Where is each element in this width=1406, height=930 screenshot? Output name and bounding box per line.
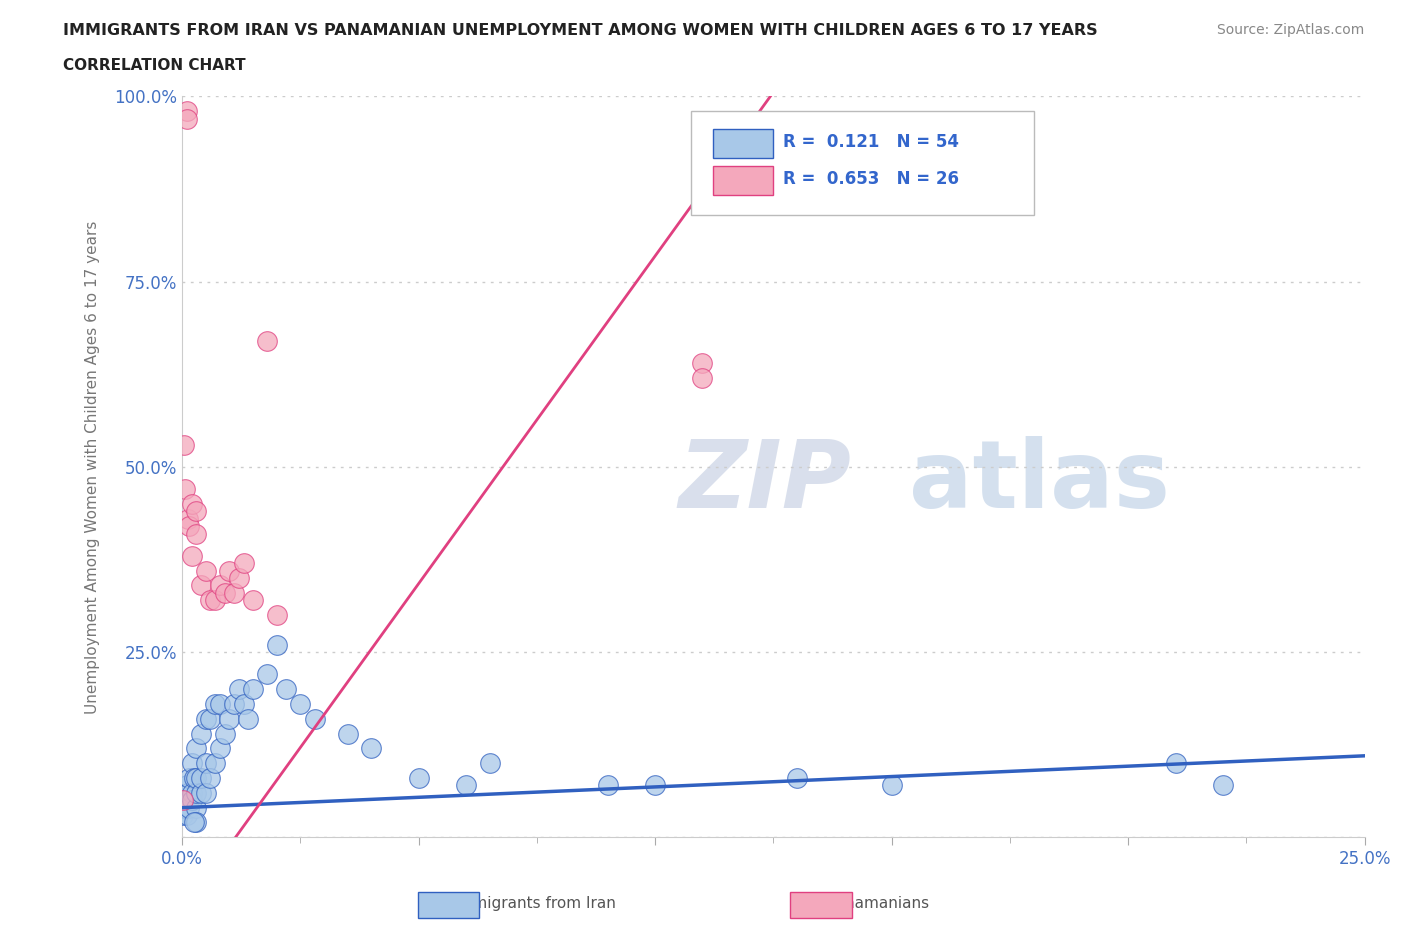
Point <box>173 437 195 452</box>
Point <box>228 570 250 585</box>
Point <box>176 112 198 126</box>
Point <box>179 800 201 815</box>
Point <box>360 741 382 756</box>
Point <box>478 756 501 771</box>
Point <box>222 697 245 711</box>
Point <box>408 771 430 786</box>
Text: Source: ZipAtlas.com: Source: ZipAtlas.com <box>1216 23 1364 37</box>
Point <box>183 815 205 830</box>
Point <box>179 771 201 786</box>
Point <box>186 526 208 541</box>
Text: IMMIGRANTS FROM IRAN VS PANAMANIAN UNEMPLOYMENT AMONG WOMEN WITH CHILDREN AGES 6: IMMIGRANTS FROM IRAN VS PANAMANIAN UNEMP… <box>63 23 1098 38</box>
Point <box>186 786 208 801</box>
Point <box>222 585 245 600</box>
Point <box>214 726 236 741</box>
Point <box>179 519 201 534</box>
Point <box>228 682 250 697</box>
Point <box>692 370 714 385</box>
Point <box>200 592 222 607</box>
Point <box>644 778 666 793</box>
Point <box>176 807 198 822</box>
FancyBboxPatch shape <box>713 166 773 195</box>
Point <box>181 792 204 807</box>
Point <box>173 792 195 807</box>
Point <box>200 711 222 726</box>
Point <box>204 756 226 771</box>
Point <box>208 741 231 756</box>
Point <box>692 355 714 370</box>
Point <box>218 564 240 578</box>
Text: R =  0.653   N = 26: R = 0.653 N = 26 <box>783 170 959 189</box>
Point <box>176 792 198 807</box>
Point <box>186 800 208 815</box>
Point <box>174 800 197 815</box>
Point <box>172 807 194 822</box>
Point <box>304 711 326 726</box>
Point <box>208 697 231 711</box>
Text: ZIP: ZIP <box>679 435 852 527</box>
Point <box>183 771 205 786</box>
Point <box>172 792 194 807</box>
Point <box>180 786 202 801</box>
Point <box>214 585 236 600</box>
Point <box>596 778 619 793</box>
Y-axis label: Unemployment Among Women with Children Ages 6 to 17 years: Unemployment Among Women with Children A… <box>86 220 100 713</box>
Point <box>204 697 226 711</box>
Point <box>266 607 288 622</box>
Point <box>180 756 202 771</box>
Point <box>454 778 477 793</box>
Text: R =  0.121   N = 54: R = 0.121 N = 54 <box>783 133 959 152</box>
Point <box>242 682 264 697</box>
Point <box>266 637 288 652</box>
Point <box>232 697 254 711</box>
Point <box>336 726 359 741</box>
Point <box>786 771 808 786</box>
Text: Immigrants from Iran: Immigrants from Iran <box>453 897 616 911</box>
Point <box>194 711 217 726</box>
FancyBboxPatch shape <box>690 112 1033 215</box>
Point <box>204 592 226 607</box>
Point <box>176 778 198 793</box>
Point <box>194 564 217 578</box>
Point <box>177 512 200 526</box>
Text: CORRELATION CHART: CORRELATION CHART <box>63 58 246 73</box>
Point <box>256 334 278 349</box>
Point <box>200 771 222 786</box>
Point <box>186 771 208 786</box>
Point <box>186 741 208 756</box>
Point <box>1164 756 1187 771</box>
Point <box>186 815 208 830</box>
Point <box>218 711 240 726</box>
Point <box>256 667 278 682</box>
Point <box>290 697 312 711</box>
Point <box>180 549 202 564</box>
Point <box>208 578 231 592</box>
Point <box>177 786 200 801</box>
Point <box>176 104 198 119</box>
Point <box>880 778 903 793</box>
Text: atlas: atlas <box>910 435 1170 527</box>
Point <box>232 556 254 571</box>
Point <box>190 786 212 801</box>
FancyBboxPatch shape <box>713 129 773 158</box>
Point <box>242 592 264 607</box>
Point <box>186 504 208 519</box>
Point <box>194 756 217 771</box>
Point <box>276 682 298 697</box>
Point <box>174 482 197 497</box>
Point <box>190 578 212 592</box>
Text: Panamanians: Panamanians <box>828 897 929 911</box>
Point <box>190 771 212 786</box>
Point <box>180 497 202 512</box>
Point <box>1212 778 1234 793</box>
Point <box>190 726 212 741</box>
Point <box>194 786 217 801</box>
Point <box>238 711 260 726</box>
